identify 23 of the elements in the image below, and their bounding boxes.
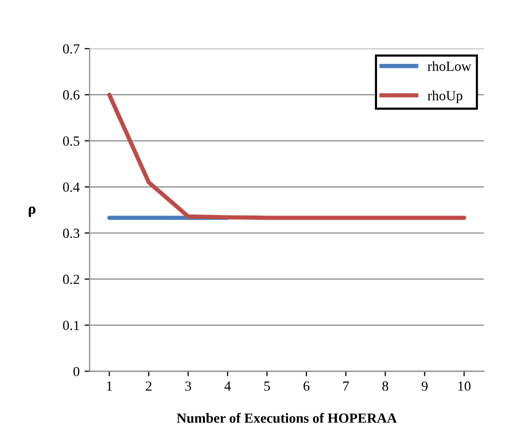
x-tick-label: 3 (185, 381, 192, 391)
y-tick-label: 0.5 (63, 136, 80, 146)
y-tick-label: 0.1 (63, 320, 80, 330)
x-tick-label: 1 (107, 381, 112, 391)
legend-label: rhoLow (428, 61, 472, 71)
line-series (107, 92, 466, 220)
y-tick-label: 0.6 (63, 90, 80, 100)
x-tick-label: 9 (422, 381, 428, 391)
x-tick-label: 10 (458, 381, 471, 391)
x-tick-label: 2 (146, 381, 152, 391)
x-tick-label: 5 (264, 382, 270, 391)
legend-label: rhoUp (428, 90, 462, 104)
x-tick-label: 8 (382, 381, 388, 391)
x-tick-label: 7 (343, 382, 349, 391)
x-tick-label: 4 (224, 381, 231, 391)
y-tick-label: 0.7 (63, 44, 80, 54)
y-tick-label: 0.3 (63, 228, 80, 238)
x-axis-title: Number of Executions of HOPERAA (176, 412, 397, 423)
y-tick-label: 0 (73, 366, 80, 376)
y-tick-label: 0.2 (63, 274, 80, 284)
x-tick-label: 6 (304, 381, 310, 391)
y-tick-label: 0.4 (63, 182, 80, 192)
y-axis-title: ρ (28, 206, 36, 217)
